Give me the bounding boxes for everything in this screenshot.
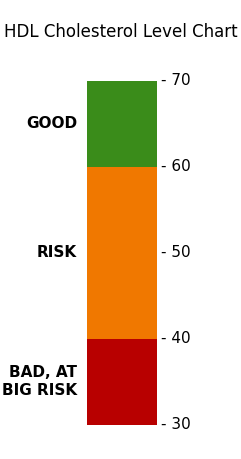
Text: GOOD: GOOD [26, 116, 77, 131]
Text: HDL Cholesterol Level Chart: HDL Cholesterol Level Chart [4, 23, 237, 41]
Text: BAD, AT
BIG RISK: BAD, AT BIG RISK [2, 365, 77, 398]
Text: - 30: - 30 [161, 417, 191, 432]
Bar [87, 339, 157, 425]
Text: - 70: - 70 [161, 73, 191, 89]
Text: - 60: - 60 [161, 159, 191, 174]
Text: - 50: - 50 [161, 245, 191, 260]
Bar [87, 81, 157, 167]
Bar [87, 167, 157, 339]
Text: RISK: RISK [37, 245, 77, 260]
Text: - 40: - 40 [161, 331, 191, 346]
